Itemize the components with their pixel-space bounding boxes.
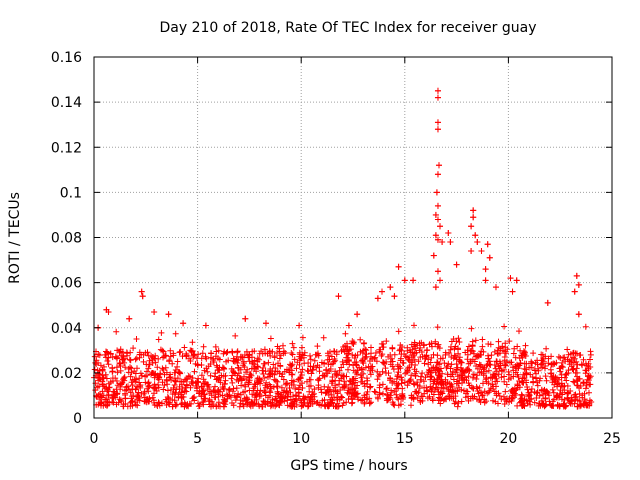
data-point	[151, 308, 158, 315]
x-tick-label: 15	[396, 431, 414, 447]
y-tick-label: 0	[73, 411, 82, 427]
data-point	[470, 214, 477, 221]
y-tick-label: 0.14	[51, 95, 82, 111]
y-tick-label: 0.16	[51, 50, 82, 66]
y-tick-label: 0.1	[60, 185, 82, 201]
data-point	[482, 277, 489, 284]
data-point	[447, 239, 454, 246]
data-point	[486, 254, 493, 261]
data-point	[296, 322, 303, 329]
data-point	[242, 315, 249, 322]
y-tick-label: 0.04	[51, 321, 82, 337]
data-point	[575, 281, 582, 288]
data-point	[410, 277, 417, 284]
data-point	[138, 288, 145, 295]
data-point	[180, 320, 187, 327]
data-point	[262, 320, 269, 327]
y-axis-label: ROTI / TECUs	[7, 192, 23, 284]
data-point	[434, 87, 441, 94]
data-point	[165, 311, 172, 318]
data-point	[492, 284, 499, 291]
data-point	[474, 239, 481, 246]
data-point	[468, 223, 475, 230]
data-point	[445, 229, 452, 236]
data-point	[335, 293, 342, 300]
data-point	[472, 232, 479, 239]
data-point	[434, 171, 441, 178]
data-point	[509, 288, 516, 295]
data-point	[453, 261, 460, 268]
data-point	[379, 288, 386, 295]
data-point	[434, 236, 441, 243]
data-point	[507, 275, 514, 282]
data-point	[126, 315, 133, 322]
data-point	[105, 308, 112, 315]
x-tick-label: 10	[292, 431, 310, 447]
data-point	[434, 126, 441, 133]
data-point	[513, 277, 520, 284]
data-point	[391, 293, 398, 300]
data-point	[432, 284, 439, 291]
data-point	[575, 311, 582, 318]
data-point	[478, 248, 485, 255]
data-points	[91, 87, 595, 410]
chart-title: Day 210 of 2018, Rate Of TEC Index for r…	[160, 20, 537, 36]
data-point	[434, 94, 441, 101]
data-point	[401, 277, 408, 284]
data-point	[573, 272, 580, 279]
data-point	[470, 207, 477, 214]
y-tick-label: 0.06	[51, 276, 82, 292]
roti-plus-markers	[91, 87, 595, 410]
data-point	[434, 268, 441, 275]
x-tick-label: 0	[90, 431, 99, 447]
data-point	[432, 232, 439, 239]
data-point	[202, 322, 209, 329]
data-point	[374, 295, 381, 302]
data-point	[432, 211, 439, 218]
data-point	[434, 216, 441, 223]
data-point	[430, 252, 437, 259]
data-point	[482, 266, 489, 273]
data-point	[571, 288, 578, 295]
data-point	[433, 189, 440, 196]
data-point	[437, 277, 444, 284]
y-tick-label: 0.02	[51, 366, 82, 382]
axis-ticks: 0 0.02 0.04 0.06 0.08 0.1 0.12 0.14 0.16 0 5 10 15 20…	[51, 50, 621, 447]
data-point	[434, 202, 441, 209]
data-point	[387, 284, 394, 291]
y-tick-label: 0.08	[51, 231, 82, 247]
data-point	[139, 293, 146, 300]
data-point	[468, 248, 475, 255]
x-axis-label: GPS time / hours	[290, 458, 407, 474]
data-point	[395, 263, 402, 270]
data-point	[484, 241, 491, 248]
data-point	[544, 299, 551, 306]
data-point	[437, 223, 444, 230]
gridlines	[94, 57, 612, 418]
x-tick-label: 25	[603, 431, 621, 447]
data-point	[434, 119, 441, 126]
x-tick-label: 5	[193, 431, 202, 447]
data-point	[439, 239, 446, 246]
data-point	[354, 311, 361, 318]
data-point	[435, 162, 442, 169]
data-point	[345, 322, 352, 329]
y-tick-label: 0.12	[51, 140, 82, 156]
x-tick-label: 20	[499, 431, 517, 447]
